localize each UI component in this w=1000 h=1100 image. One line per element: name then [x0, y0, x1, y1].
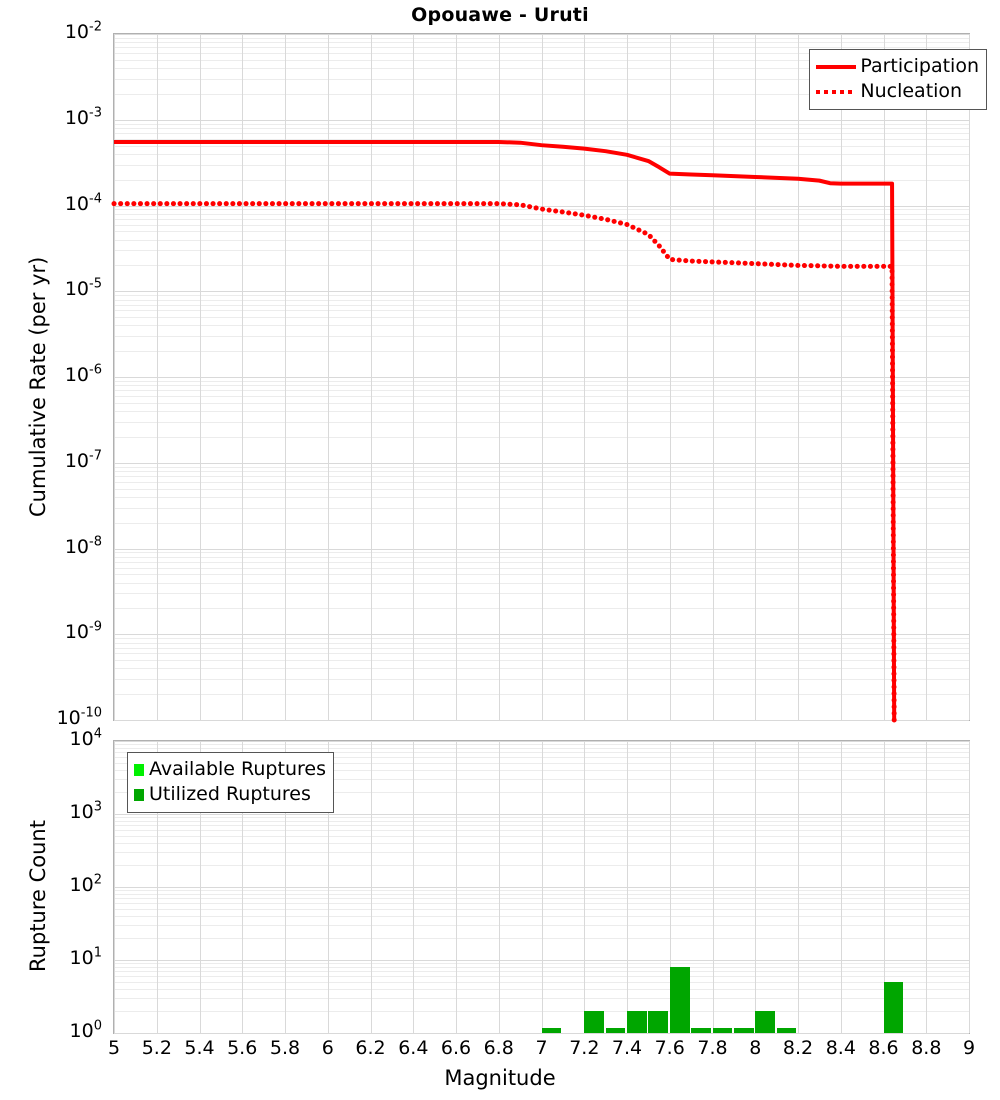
- rupture-bars: [114, 741, 969, 1033]
- y-tick-top-1: 10-3: [64, 105, 102, 129]
- x-tick-4: 5.8: [269, 1037, 301, 1059]
- series-nucleation: [111, 201, 897, 723]
- bar-8.45[interactable]: [841, 764, 861, 1033]
- x-tick-17: 8.4: [825, 1037, 856, 1059]
- bar-utilized: [712, 1028, 733, 1033]
- bar-7.55[interactable]: [648, 836, 669, 1033]
- bar-7.15[interactable]: [563, 919, 583, 1033]
- x-axis-label: Magnitude: [444, 1066, 556, 1090]
- gridline-major: [114, 1033, 969, 1034]
- bar-8.25[interactable]: [798, 795, 818, 1033]
- x-tick-7: 6.4: [398, 1037, 429, 1059]
- x-tick-16: 8.2: [782, 1037, 814, 1059]
- y-tick-top-6: 10-8: [64, 534, 102, 558]
- x-tick-2: 5.4: [184, 1037, 215, 1059]
- y-tick-top-2: 10-4: [64, 191, 102, 215]
- bar-utilized: [541, 1028, 562, 1033]
- legend-rates: Participation Nucleation: [809, 49, 987, 110]
- bar-utilized: [755, 1011, 776, 1033]
- bar-7.35[interactable]: [605, 880, 626, 1033]
- x-tick-14: 7.8: [697, 1037, 728, 1059]
- x-tick-10: 7: [535, 1037, 548, 1059]
- bar-8.05[interactable]: [755, 770, 776, 1033]
- cumulative-rate-plot: [111, 33, 970, 723]
- x-tick-5: 6: [321, 1037, 334, 1059]
- y-tick-top-4: 10-6: [64, 362, 102, 386]
- x-tick-11: 7.2: [569, 1037, 600, 1059]
- bar-7.85[interactable]: [712, 788, 733, 1033]
- bar-8.55[interactable]: [862, 776, 882, 1033]
- bar-8.65[interactable]: [883, 884, 904, 1033]
- legend-swatch-icon: [134, 763, 144, 776]
- y-tick-bottom-2: 102: [69, 872, 102, 896]
- bar-8.35[interactable]: [819, 779, 839, 1033]
- series-participation: [114, 140, 897, 721]
- y-tick-bottom-0: 104: [69, 726, 102, 750]
- y-tick-bottom-4: 100: [69, 1018, 102, 1042]
- legend-line-icon: [816, 85, 857, 99]
- x-tick-12: 7.4: [611, 1037, 643, 1059]
- y-tick-top-5: 10-7: [64, 448, 102, 472]
- legend-item-available-ruptures[interactable]: Available Ruptures: [134, 757, 326, 782]
- bar-utilized: [883, 981, 904, 1033]
- legend-label: Available Ruptures: [149, 758, 326, 780]
- x-tick-0: 5: [107, 1037, 121, 1059]
- x-tick-20: 9: [962, 1037, 976, 1059]
- y-tick-top-0: 10-2: [64, 19, 102, 43]
- bar-utilized: [691, 1028, 711, 1033]
- legend-line-icon: [816, 60, 857, 74]
- bar-utilized: [584, 1011, 605, 1033]
- y-tick-top-8: 10-10: [56, 705, 102, 729]
- bar-7.25[interactable]: [584, 893, 605, 1033]
- gridline-major: [114, 720, 969, 721]
- bar-utilized: [733, 1028, 754, 1033]
- bar-7.05[interactable]: [541, 971, 562, 1033]
- x-tick-3: 5.6: [227, 1037, 258, 1059]
- legend-item-nucleation[interactable]: Nucleation: [816, 79, 979, 104]
- bar-6.85[interactable]: [499, 952, 519, 1033]
- x-tick-15: 8: [749, 1037, 762, 1059]
- legend-label: Utilized Ruptures: [149, 783, 311, 805]
- bar-utilized: [648, 1011, 669, 1033]
- x-tick-19: 8.8: [911, 1037, 942, 1059]
- legend-item-utilized-ruptures[interactable]: Utilized Ruptures: [134, 782, 326, 807]
- bar-utilized: [627, 1011, 647, 1033]
- chart-title: Opouawe - Uruti: [411, 4, 589, 26]
- bar-7.65[interactable]: [669, 817, 690, 1033]
- gridline-vertical: [969, 34, 970, 720]
- y-tick-top-3: 10-5: [64, 276, 102, 301]
- x-tick-1: 5.2: [141, 1037, 172, 1059]
- legend-label: Participation: [860, 55, 979, 77]
- y-tick-bottom-1: 103: [69, 799, 102, 823]
- bar-7.75[interactable]: [691, 802, 711, 1033]
- x-tick-13: 7.6: [654, 1037, 685, 1059]
- bar-8.15[interactable]: [776, 783, 797, 1033]
- legend-item-participation[interactable]: Participation: [816, 54, 979, 79]
- bar-utilized: [605, 1028, 626, 1033]
- legend-ruptures: Available Ruptures Utilized Ruptures: [127, 752, 334, 813]
- bar-7.95[interactable]: [733, 775, 754, 1033]
- rate-curves: [111, 140, 897, 723]
- legend-swatch-icon: [134, 788, 144, 801]
- legend-label: Nucleation: [860, 80, 963, 102]
- bar-7.45[interactable]: [627, 858, 647, 1033]
- x-tick-6: 6.2: [355, 1037, 386, 1059]
- bar-utilized: [776, 1028, 797, 1033]
- bar-utilized: [669, 967, 690, 1033]
- x-tick-9: 6.8: [483, 1037, 514, 1059]
- x-tick-8: 6.6: [440, 1037, 472, 1059]
- bar-6.95[interactable]: [520, 943, 540, 1033]
- x-tick-18: 8.6: [868, 1037, 899, 1059]
- gridline-vertical: [969, 741, 970, 1033]
- y-tick-bottom-3: 101: [69, 945, 102, 969]
- y-tick-top-7: 10-9: [64, 619, 102, 644]
